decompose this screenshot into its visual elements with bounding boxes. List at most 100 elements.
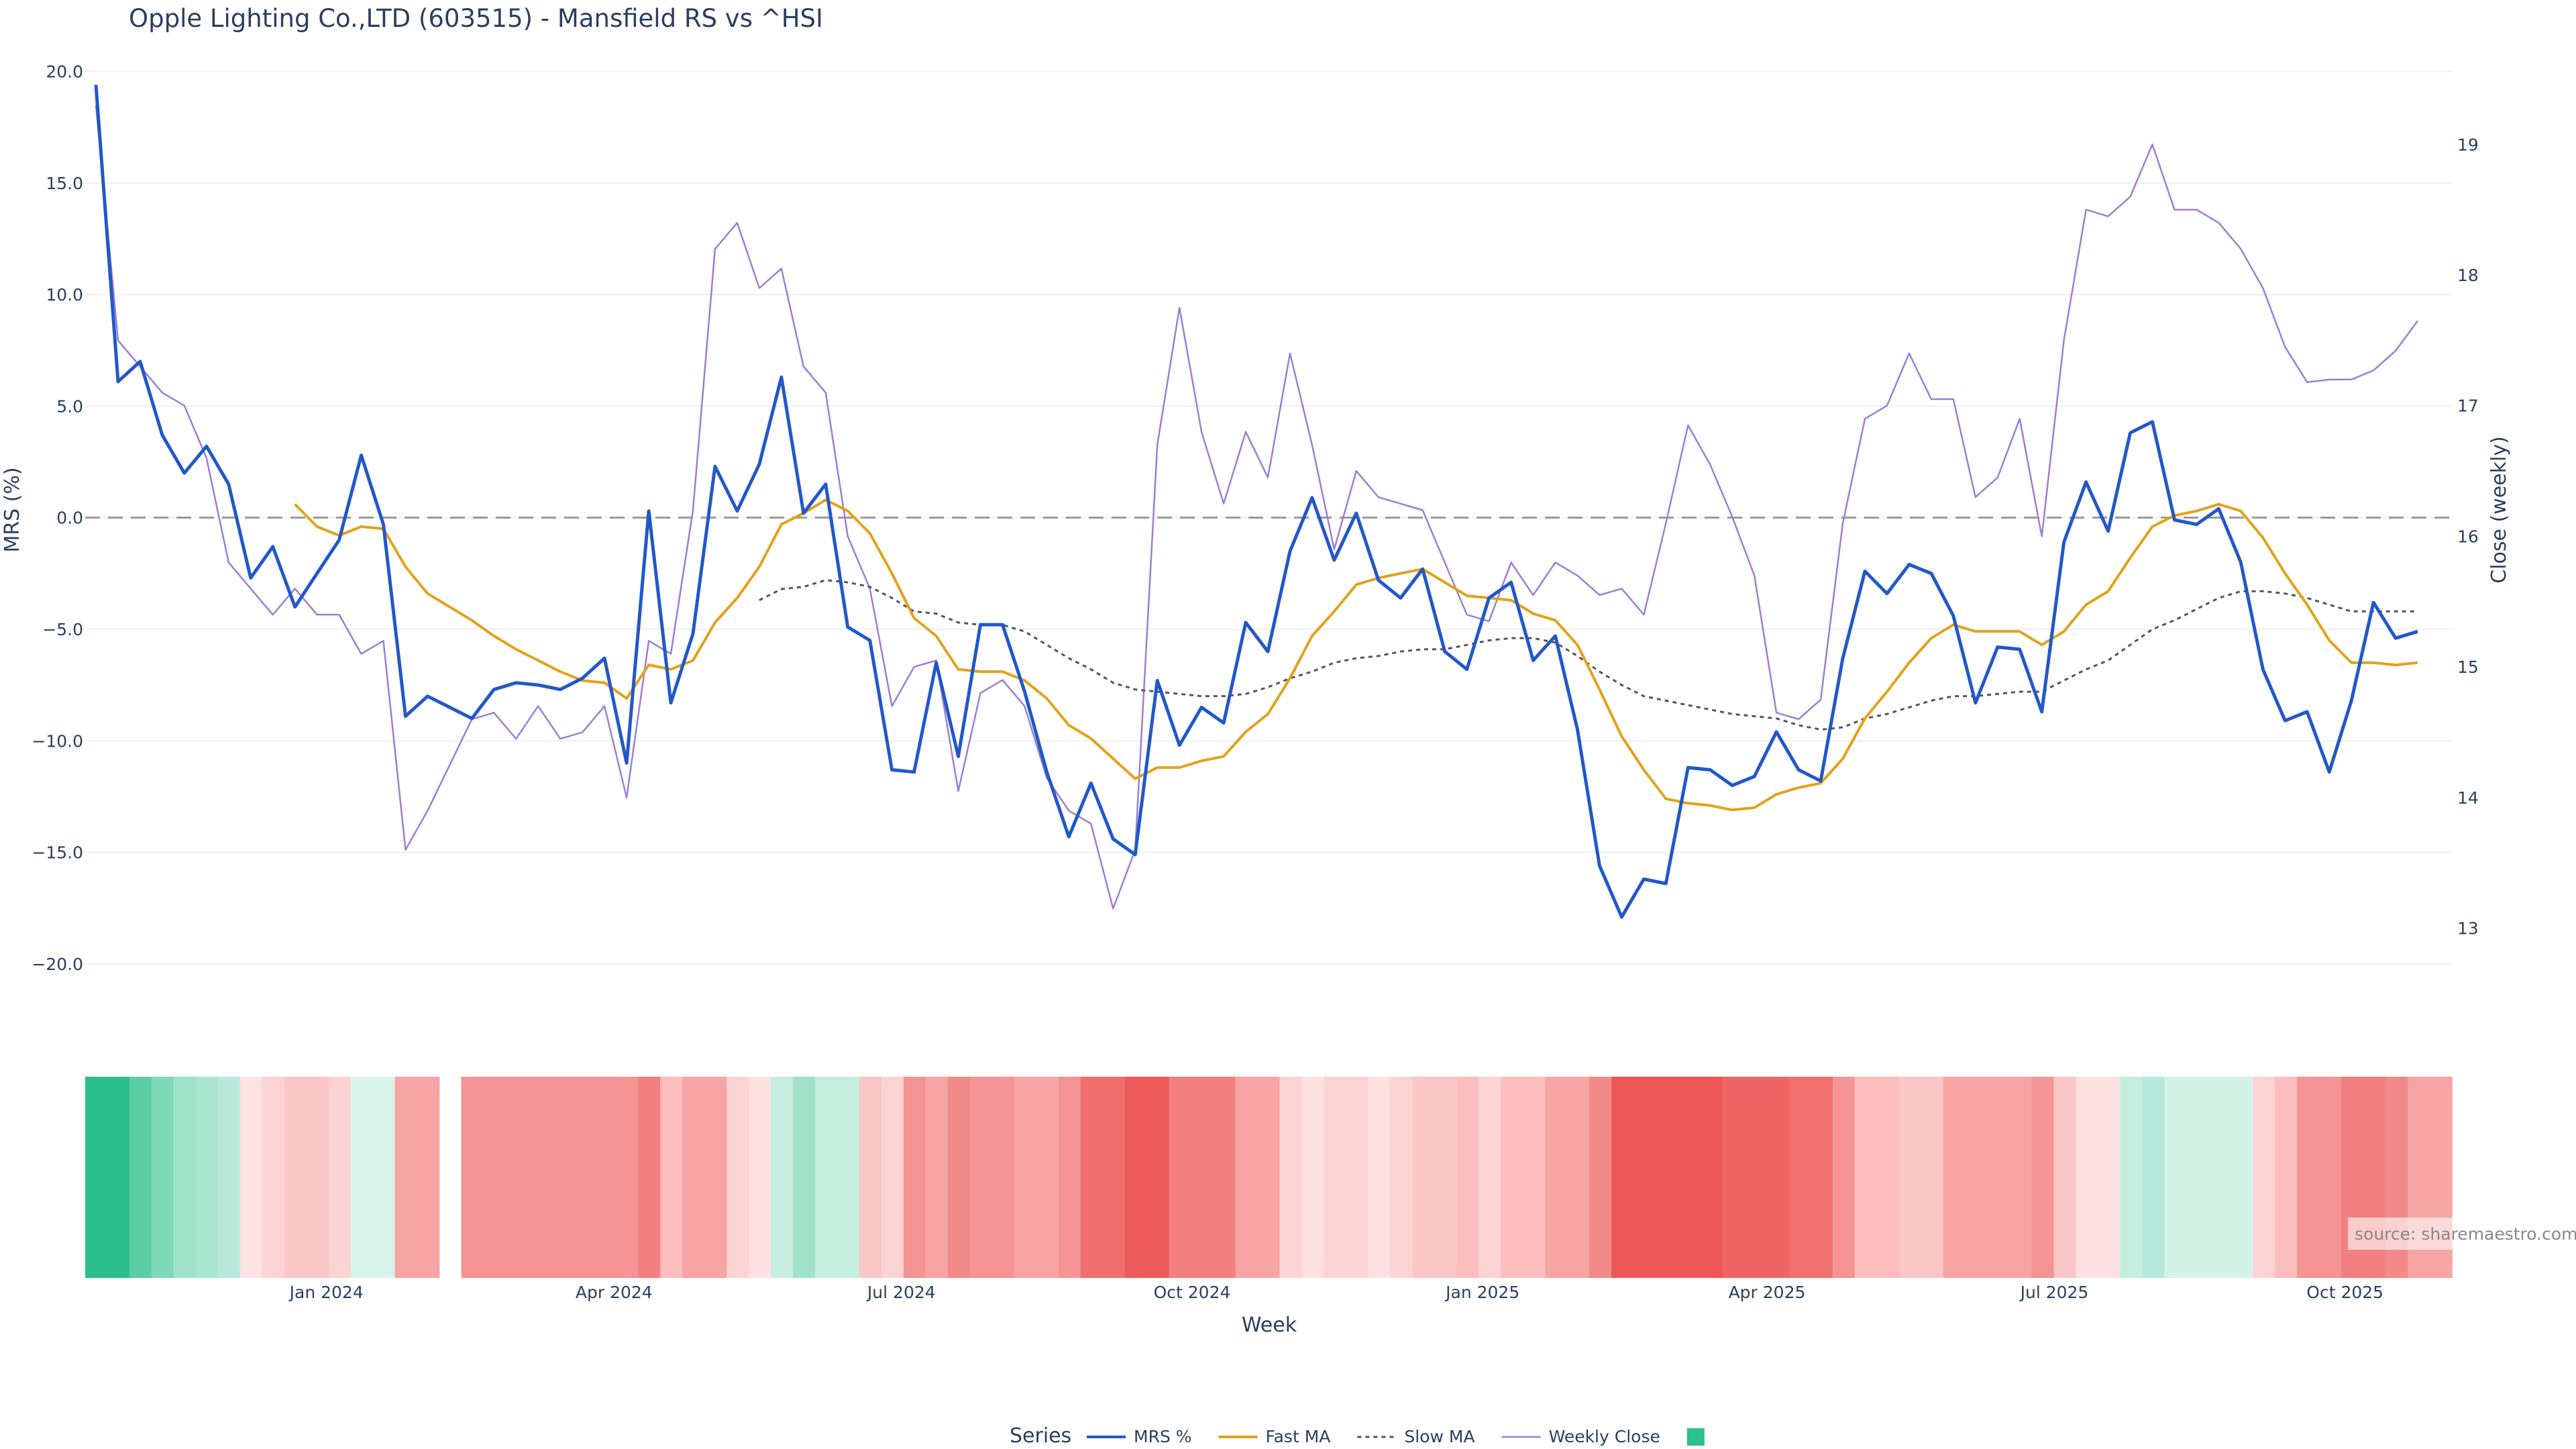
heatmap-cell	[881, 1077, 904, 1278]
series-line-slow-ma	[759, 579, 2418, 731]
heatmap-cell	[594, 1077, 617, 1278]
heatmap-cell	[1854, 1077, 1878, 1278]
heatmap-cell	[749, 1077, 771, 1278]
heatmap-cell	[1699, 1077, 1723, 1278]
heatmap-cell	[682, 1077, 706, 1278]
y-tick-right-label: 15	[2457, 657, 2479, 677]
heatmap-cell	[1146, 1077, 1170, 1278]
heatmap-cell	[1810, 1077, 1833, 1278]
legend-item: Slow MA	[1357, 1427, 1475, 1446]
heatmap-cell	[505, 1077, 529, 1278]
heatmap-cell	[2186, 1077, 2210, 1278]
heatmap-cell	[239, 1077, 263, 1278]
heatmap-cell	[2275, 1077, 2298, 1278]
series-line-fast-ma	[294, 498, 2418, 812]
heatmap-cell	[1124, 1077, 1148, 1278]
heatmap-cell	[217, 1077, 241, 1278]
y-tick-left-label: 20.0	[46, 62, 83, 82]
x-tick-label: Jan 2025	[1444, 1283, 1519, 1302]
heatmap-cell	[1876, 1077, 1900, 1278]
legend-swatch-heatmap	[1686, 1428, 1705, 1446]
x-tick-label: Apr 2024	[576, 1283, 653, 1302]
legend-title: Series	[1010, 1424, 1071, 1448]
heatmap-cell	[947, 1077, 971, 1278]
legend-label: Weekly Close	[1549, 1427, 1660, 1446]
y-tick-right-label: 18	[2457, 266, 2479, 285]
x-axis-title: Week	[1242, 1313, 1297, 1337]
legend-label: MRS %	[1134, 1427, 1192, 1446]
heatmap-cell	[2319, 1077, 2342, 1278]
heatmap-cell	[1677, 1077, 1701, 1278]
legend-label: Slow MA	[1404, 1427, 1474, 1446]
y-tick-right-label: 17	[2457, 396, 2479, 416]
heatmap-cell	[1257, 1077, 1281, 1278]
heatmap-cell	[306, 1077, 329, 1278]
x-tick-label: Jul 2024	[866, 1283, 936, 1302]
heatmap-cell	[2231, 1077, 2254, 1278]
y-tick-left-label: 15.0	[46, 174, 83, 193]
heatmap-cell	[1965, 1077, 1988, 1278]
heatmap-cell	[1611, 1077, 1634, 1278]
heatmap-cell	[2120, 1077, 2143, 1278]
heatmap-cell	[991, 1077, 1015, 1278]
y-tick-right-label: 19	[2457, 135, 2479, 154]
heatmap-cell	[1898, 1077, 1922, 1278]
heatmap-cell	[1434, 1077, 1458, 1278]
heatmap-cell	[1169, 1077, 1192, 1278]
y-tick-left-label: 10.0	[46, 285, 83, 305]
heatmap-cell	[1102, 1077, 1126, 1278]
y-tick-left-label: −10.0	[32, 731, 83, 751]
heatmap-cell	[638, 1077, 661, 1278]
gridlines	[85, 70, 2452, 965]
heatmap-cell	[1235, 1077, 1258, 1278]
heatmap-cell	[1301, 1077, 1325, 1278]
heatmap-cell	[704, 1077, 727, 1278]
heatmap-cell	[372, 1077, 396, 1278]
heatmap-cell	[1633, 1077, 1656, 1278]
heatmap-cell	[2098, 1077, 2121, 1278]
series-line-mrs	[94, 85, 2418, 919]
heatmap-cell	[284, 1077, 307, 1278]
heatmap-cell	[1279, 1077, 1303, 1278]
heatmap-cell	[2208, 1077, 2232, 1278]
x-axis-ticks: Jan 2024 Apr 2024 Jul 2024 Oct 2024 Jan 2025…	[288, 1283, 2383, 1302]
legend-item: Weekly Close	[1501, 1427, 1660, 1446]
heatmap-cell	[417, 1077, 440, 1278]
heatmap-cell	[925, 1077, 949, 1278]
heatmap-cell	[1501, 1077, 1523, 1278]
heatmap-cell	[1080, 1077, 1104, 1278]
legend-label: Fast MA	[1266, 1427, 1331, 1446]
heatmap-cell	[129, 1077, 152, 1278]
heatmap-cell	[549, 1077, 573, 1278]
legend: Series MRS % Fast MA Slow MA Weekly Close	[1010, 1424, 1705, 1448]
y-axis-right-ticks: 19 18 17 16 15 14 13	[2457, 135, 2479, 938]
heatmap-cell	[2053, 1077, 2077, 1278]
heatmap-cell	[1412, 1077, 1436, 1278]
heatmap-cell	[1656, 1077, 1678, 1278]
heatmap-cell	[837, 1077, 860, 1278]
heatmap-cell	[1788, 1077, 1811, 1278]
chart-title: Opple Lighting Co.,LTD (603515) - Mansfi…	[129, 4, 823, 33]
heatmap-cell	[1058, 1077, 1081, 1278]
legend-item: Fast MA	[1218, 1427, 1331, 1446]
y-tick-right-label: 14	[2457, 788, 2479, 808]
heatmap-cell	[2142, 1077, 2165, 1278]
heatmap-cell	[771, 1077, 794, 1278]
heatmap-cell	[1456, 1077, 1480, 1278]
heatmap-cell	[793, 1077, 816, 1278]
x-tick-label: Oct 2025	[2306, 1283, 2383, 1302]
y-axis-left-title: MRS (%)	[1, 467, 24, 552]
heatmap-cell	[1766, 1077, 1789, 1278]
heatmap-cell	[2164, 1077, 2188, 1278]
heatmap-cell	[85, 1077, 108, 1278]
heatmap-cell	[350, 1077, 374, 1278]
series-layer	[94, 85, 2419, 919]
source-annotation: source: sharemaestro.com	[2348, 1218, 2576, 1250]
heatmap-cell	[1479, 1077, 1501, 1278]
heatmap-cell	[483, 1077, 506, 1278]
heatmap-cell	[1743, 1077, 1767, 1278]
heatmap-cell	[660, 1077, 684, 1278]
heatmap-cell	[1832, 1077, 1856, 1278]
heatmap-cell	[1921, 1077, 1944, 1278]
heatmap-cell	[1368, 1077, 1391, 1278]
